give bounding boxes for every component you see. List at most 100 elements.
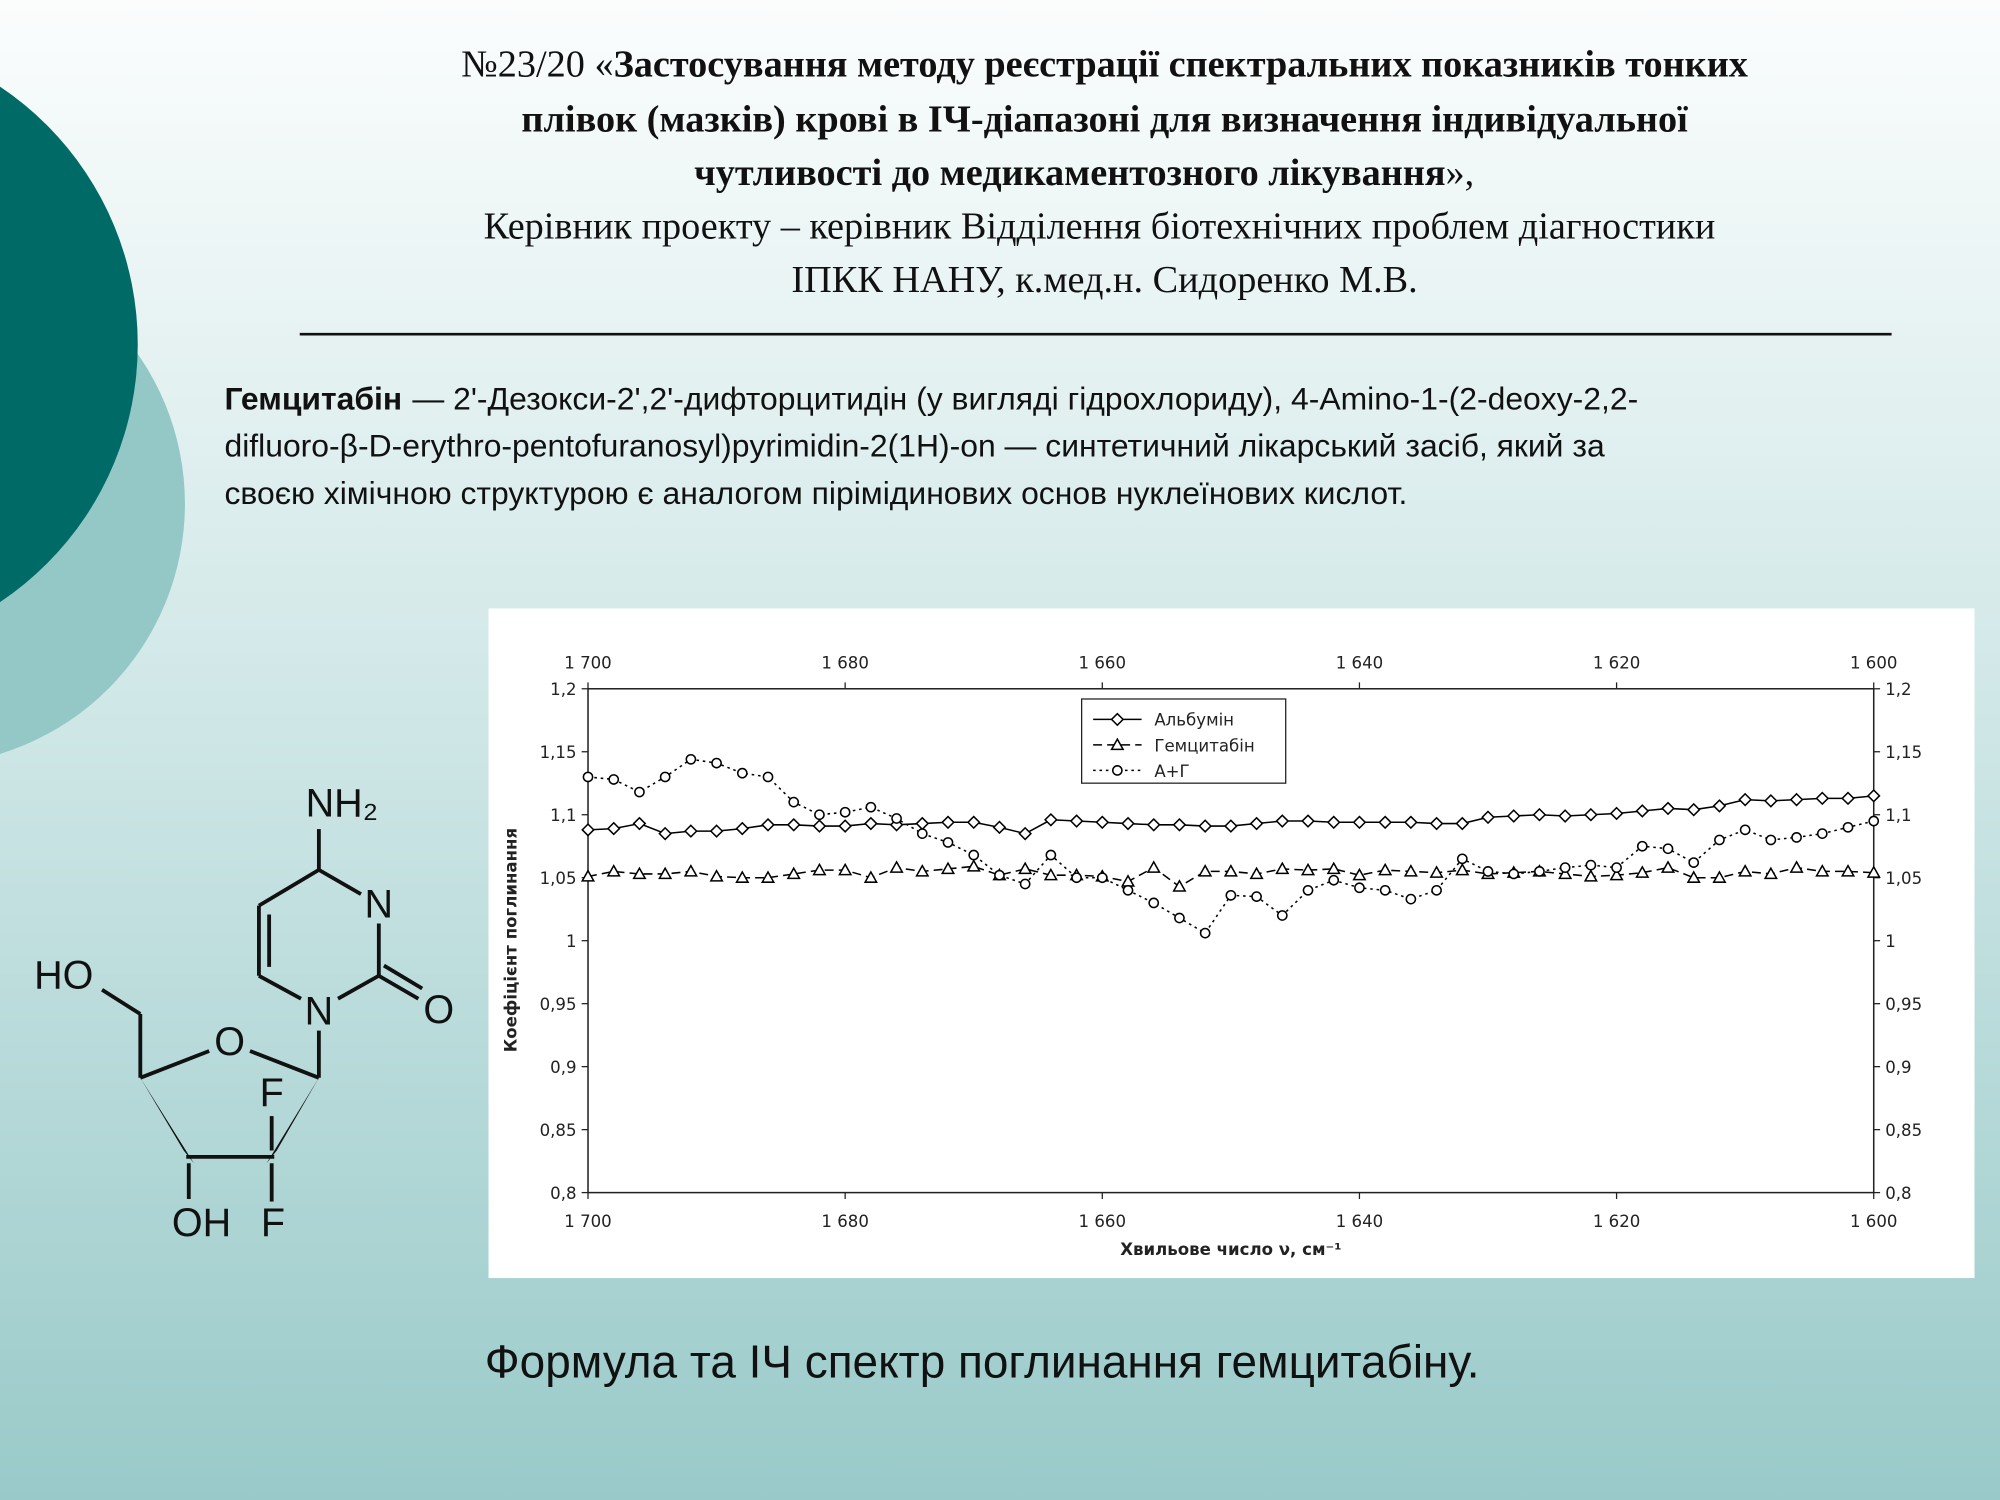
marker-circle [1071,872,1082,884]
marker-diamond [1712,799,1727,813]
marker-triangle [1866,865,1881,878]
marker-triangle [966,859,981,872]
marker-diamond [864,816,878,831]
x2-tick-label: 1 700 [564,653,611,672]
decor-circle-dark [0,86,138,602]
marker-circle [1508,868,1520,880]
marker-diamond [1198,819,1212,833]
marker-diamond [786,817,801,832]
marker-diamond [1558,809,1572,823]
bond [317,868,362,896]
bond [139,1049,210,1080]
marker-circle [1251,891,1262,902]
y2-tick-label: 1,05 [1885,869,1922,888]
bond [258,974,302,1001]
x2-tick-label: 1 620 [1593,653,1640,672]
marker-triangle [1110,737,1125,751]
marker-circle [1276,910,1288,921]
caption: Формула та ІЧ спектр поглинання гемцитаб… [485,1336,1480,1388]
marker-triangle [632,866,647,880]
paragraph-line: своєю хімічною структурою є аналогом пір… [224,475,1407,511]
y2-tick-label: 1 [1885,932,1896,951]
marker-circle [994,869,1005,881]
marker-triangle [658,866,673,880]
bond [382,963,424,991]
x-tick-label: 1 620 [1593,1212,1640,1231]
atom-label: N [305,989,334,1033]
marker-circle [659,771,671,783]
marker-circle [942,837,954,848]
marker-diamond [1044,812,1058,827]
marker-circle [1379,884,1391,896]
marker-diamond [1110,712,1125,727]
marker-circle [1111,765,1123,776]
marker-triangle [1146,860,1161,873]
marker-triangle [940,861,956,875]
marker-triangle [786,866,801,880]
marker-diamond [838,819,852,833]
marker-circle [1148,897,1160,909]
atom-label: O [214,1020,245,1064]
marker-circle [968,849,980,861]
marker-diamond [1352,815,1367,830]
marker-diamond [1404,815,1418,830]
bond [377,974,420,1001]
marker-circle [1585,859,1597,871]
legend: Альбумін Гемцитабін А+Г [1080,698,1287,784]
marker-circle [1405,893,1417,905]
marker-diamond [1686,802,1701,817]
marker-diamond [1069,814,1084,828]
header: №23/20 «Застосування методу реєстрації с… [299,44,1892,336]
marker-diamond [1609,806,1624,821]
x-tick-label: 1 640 [1336,1212,1383,1231]
atom-label: HO [34,954,93,998]
marker-diamond [1815,791,1830,806]
marker-triangle [1635,865,1650,878]
y-axis-label: Коефіцієнт поглинання [502,828,521,1052]
y2-tick-label: 1,1 [1885,806,1911,825]
marker-triangle [1763,866,1778,880]
marker-circle [1225,889,1237,901]
marker-diamond [709,824,724,838]
marker-diamond [1661,801,1675,816]
x-tick-label: 1 600 [1850,1212,1897,1231]
marker-triangle [1300,862,1316,876]
atom-label: OH [172,1201,231,1245]
marker-triangle [683,864,698,877]
marker-diamond [1506,809,1521,823]
atom-label: F [261,1201,285,1245]
marker-circle [736,767,748,779]
marker-triangle [1660,860,1676,873]
paragraph-text: — 2'-Дезокси-2',2'-дифторцитидін (у вигл… [412,380,1638,416]
marker-diamond [581,823,595,837]
title-text: чутливості до медикаментозного лікування [694,152,1445,194]
marker-diamond [1481,810,1495,825]
marker-diamond [1635,804,1650,818]
y-tick-label: 1,15 [540,743,577,762]
title-prefix: №23/20 « [461,44,613,86]
marker-diamond [1095,815,1110,830]
marker-circle [634,786,645,798]
marker-circle [1842,821,1854,833]
marker-circle [608,774,620,785]
marker-triangle [735,870,750,883]
marker-diamond [684,824,698,838]
marker-circle [1816,828,1828,839]
atom-label: NH₂ [306,782,378,826]
marker-triangle [812,862,827,876]
marker-diamond [606,821,621,836]
marker-triangle [606,864,621,877]
marker-circle [1868,815,1880,827]
marker-circle [1688,857,1700,868]
marker-circle [1791,832,1802,843]
marker-triangle [915,864,930,877]
marker-triangle [1275,861,1290,875]
paragraph-term: Гемцитабін [224,380,402,416]
marker-triangle [1018,861,1033,875]
y2-tick-label: 0,85 [1885,1121,1922,1140]
marker-triangle [1583,869,1598,882]
marker-triangle [1789,860,1804,873]
marker-circle [1482,866,1494,877]
